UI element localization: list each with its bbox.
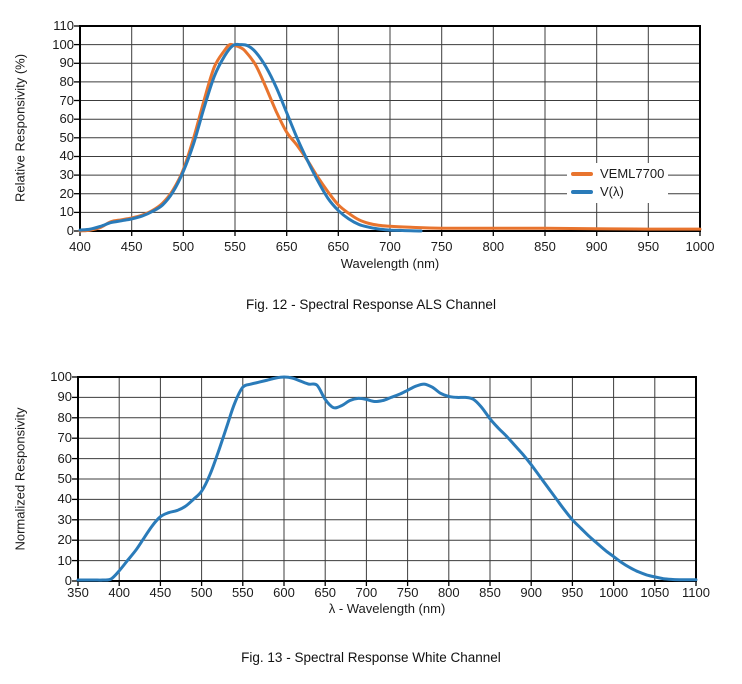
als-legend: VEML7700 V(λ) bbox=[567, 163, 669, 203]
x-tick-label: 1100 bbox=[682, 585, 710, 600]
x-tick-label: 400 bbox=[69, 239, 91, 254]
y-tick-label: 100 bbox=[52, 36, 74, 52]
y-tick-label: 80 bbox=[59, 73, 74, 89]
x-tick-label: 450 bbox=[120, 239, 143, 254]
y-tick-label: 70 bbox=[59, 92, 74, 108]
y-tick-label: 50 bbox=[59, 129, 74, 145]
als-caption: Fig. 12 - Spectral Response ALS Channel bbox=[246, 297, 496, 312]
x-tick-label: 550 bbox=[231, 585, 254, 600]
legend-label: VEML7700 bbox=[600, 166, 665, 181]
x-tick-label: 350 bbox=[67, 585, 89, 600]
x-tick-label: 650 bbox=[314, 585, 337, 600]
y-tick-label: 60 bbox=[59, 111, 74, 127]
legend-label: V(λ) bbox=[600, 184, 624, 199]
y-tick-label: 30 bbox=[59, 167, 74, 183]
x-tick-label: 1000 bbox=[599, 585, 629, 600]
y-tick-label: 110 bbox=[53, 18, 74, 33]
als-plot-svg bbox=[74, 25, 702, 236]
als-x-axis-title: Wavelength (nm) bbox=[340, 256, 440, 271]
x-tick-label: 1000 bbox=[685, 239, 715, 254]
x-tick-label: 850 bbox=[534, 239, 556, 254]
y-tick-label: 50 bbox=[57, 471, 72, 486]
y-tick-label: 70 bbox=[57, 430, 72, 446]
x-tick-label: 650 bbox=[327, 239, 350, 254]
y-tick-label: 0 bbox=[66, 223, 74, 238]
x-tick-label: 500 bbox=[190, 585, 213, 600]
x-tick-label: 900 bbox=[585, 239, 608, 254]
y-tick-label: 100 bbox=[50, 369, 72, 384]
white-plot-svg bbox=[72, 375, 698, 586]
y-tick-label: 10 bbox=[59, 204, 74, 220]
x-tick-label: 700 bbox=[355, 585, 378, 600]
x-tick-label: 550 bbox=[224, 239, 246, 254]
x-tick-label: 1050 bbox=[640, 585, 670, 600]
y-tick-label: 0 bbox=[64, 573, 72, 588]
x-tick-label: 750 bbox=[430, 239, 453, 254]
y-tick-label: 10 bbox=[57, 552, 72, 568]
y-tick-label: 40 bbox=[59, 148, 74, 164]
x-tick-label: 800 bbox=[437, 585, 460, 600]
white-x-axis-title: λ - Wavelength (nm) bbox=[328, 601, 446, 616]
y-tick-label: 60 bbox=[57, 450, 72, 466]
legend-line-swatch bbox=[571, 190, 593, 194]
x-tick-label: 900 bbox=[520, 585, 543, 600]
x-tick-label: 650 bbox=[275, 239, 298, 254]
legend-entry: V(λ) bbox=[571, 183, 664, 201]
y-tick-label: 90 bbox=[59, 55, 74, 71]
y-tick-label: 40 bbox=[57, 491, 72, 507]
x-tick-label: 950 bbox=[637, 239, 660, 254]
y-tick-label: 90 bbox=[57, 389, 72, 405]
white-caption: Fig. 13 - Spectral Response White Channe… bbox=[241, 650, 501, 665]
x-tick-label: 450 bbox=[149, 585, 172, 600]
x-tick-label: 950 bbox=[561, 585, 584, 600]
legend-line-swatch bbox=[571, 172, 593, 176]
x-tick-label: 400 bbox=[108, 585, 131, 600]
y-tick-label: 20 bbox=[57, 532, 72, 548]
y-tick-label: 30 bbox=[57, 511, 72, 527]
x-tick-label: 700 bbox=[379, 239, 401, 254]
als-y-axis-title: Relative Responsivity (%) bbox=[12, 53, 28, 203]
x-tick-label: 850 bbox=[479, 585, 501, 600]
x-tick-label: 800 bbox=[482, 239, 505, 254]
y-tick-label: 20 bbox=[59, 185, 74, 201]
y-tick-label: 80 bbox=[57, 409, 72, 425]
x-tick-label: 500 bbox=[172, 239, 195, 254]
legend-entry: VEML7700 bbox=[571, 165, 664, 183]
x-tick-label: 750 bbox=[396, 585, 419, 600]
x-tick-label: 600 bbox=[273, 585, 295, 600]
white-y-axis-title: Normalized Responsivity bbox=[12, 407, 28, 551]
